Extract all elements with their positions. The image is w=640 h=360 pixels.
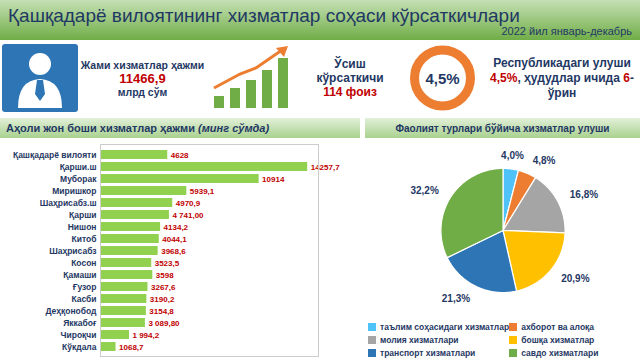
html-text:Фаолият турлари бўйича хизматл: Фаолият турлари бўйича хизматлар улуши xyxy=(395,122,610,134)
svg-text:3267,6: 3267,6 xyxy=(151,283,176,292)
html-text:11466,9: 11466,9 xyxy=(119,70,166,86)
html-text:114 фоиз: 114 фоиз xyxy=(323,85,377,99)
svg-text:Қамаши: Қамаши xyxy=(63,270,96,280)
html-text:млрд сўм: млрд сўм xyxy=(117,85,168,98)
html-text:бошқа хизматлар: бошқа хизматлар xyxy=(521,335,595,345)
svg-text:4628: 4628 xyxy=(171,151,189,160)
svg-text:1068,7: 1068,7 xyxy=(119,343,144,352)
svg-text:Муборак: Муборак xyxy=(60,174,97,184)
svg-text:10914: 10914 xyxy=(262,175,285,184)
svg-text:Миришкор: Миришкор xyxy=(52,186,96,196)
html-text:савдо хизматлари: савдо хизматлари xyxy=(521,348,599,359)
html-text:молия хизматлари: молия хизматлари xyxy=(380,335,459,345)
svg-text:Нишон: Нишон xyxy=(68,222,97,232)
svg-text:32,2%: 32,2% xyxy=(410,185,438,196)
html-text:4,5%, ҳудудлар ичида 6 -ўрин: 4,5%, ҳудудлар ичида 6 -ўрин xyxy=(490,70,634,100)
svg-text:Косон: Косон xyxy=(71,258,96,268)
svg-text:Қарши.ш: Қарши.ш xyxy=(60,162,97,172)
svg-text:Яккабоғ: Яккабоғ xyxy=(63,318,97,328)
svg-text:4970,9: 4970,9 xyxy=(176,199,201,208)
svg-text:Шаҳрисабз.ш: Шаҳрисабз.ш xyxy=(40,198,97,208)
html-text:Республикадаги улуши: Республикадаги улуши xyxy=(493,55,631,70)
html-text:Аҳоли жон боши хизматлар ҳажми: Аҳоли жон боши хизматлар ҳажми (минг сўм… xyxy=(6,122,270,134)
svg-text:3968,6: 3968,6 xyxy=(161,247,186,256)
svg-text:1 994,2: 1 994,2 xyxy=(132,331,159,340)
svg-text:3 089,80: 3 089,80 xyxy=(148,319,180,328)
svg-text:21,3%: 21,3% xyxy=(442,293,470,304)
svg-text:Қарши: Қарши xyxy=(69,210,96,220)
html-text:4,5%: 4,5% xyxy=(425,69,460,87)
html-text:Ўсиш кўрсаткичи: Ўсиш кўрсаткичи xyxy=(316,57,384,85)
svg-text:14257,7: 14257,7 xyxy=(311,163,340,172)
svg-text:Ғузор: Ғузор xyxy=(73,282,97,292)
svg-text:Деҳқонобод: Деҳқонобод xyxy=(45,306,97,316)
html-text:таълим соҳасидаги хизматлар: таълим соҳасидаги хизматлар xyxy=(380,321,510,332)
svg-text:4,8%: 4,8% xyxy=(533,155,556,166)
html-text:ахборот ва алоқа: ахборот ва алоқа xyxy=(521,321,595,332)
svg-text:4,0%: 4,0% xyxy=(501,150,524,161)
svg-text:3598: 3598 xyxy=(156,271,174,280)
svg-text:Чироқчи: Чироқчи xyxy=(61,330,97,340)
html-text:Қашқадарё вилоятининг хизматла: Қашқадарё вилоятининг хизматлар соҳаси к… xyxy=(8,5,520,26)
svg-text:Қашқадарё вилояти: Қашқадарё вилояти xyxy=(13,150,97,160)
svg-text:Кўкдала: Кўкдала xyxy=(62,342,97,352)
svg-text:3523,5: 3523,5 xyxy=(155,259,180,268)
html-text:2022 йил январь-декабрь: 2022 йил январь-декабрь xyxy=(501,25,632,37)
svg-text:4134,2: 4134,2 xyxy=(164,223,189,232)
svg-text:5939,1: 5939,1 xyxy=(190,187,215,196)
svg-text:Касби: Касби xyxy=(71,294,96,304)
html-text:Жами хизматлар ҳажми: Жами хизматлар ҳажми xyxy=(80,58,205,71)
html-text:транспорт хизматлари: транспорт хизматлари xyxy=(380,348,476,359)
svg-text:4 741,00: 4 741,00 xyxy=(172,211,204,220)
svg-text:Шаҳрисабз: Шаҳрисабз xyxy=(49,246,96,256)
svg-text:4044,1: 4044,1 xyxy=(162,235,187,244)
svg-text:Китоб: Китоб xyxy=(72,234,97,244)
svg-text:16,8%: 16,8% xyxy=(570,189,598,200)
svg-text:3154,8: 3154,8 xyxy=(149,307,174,316)
svg-text:3190,2: 3190,2 xyxy=(150,295,175,304)
svg-text:20,9%: 20,9% xyxy=(561,273,589,284)
